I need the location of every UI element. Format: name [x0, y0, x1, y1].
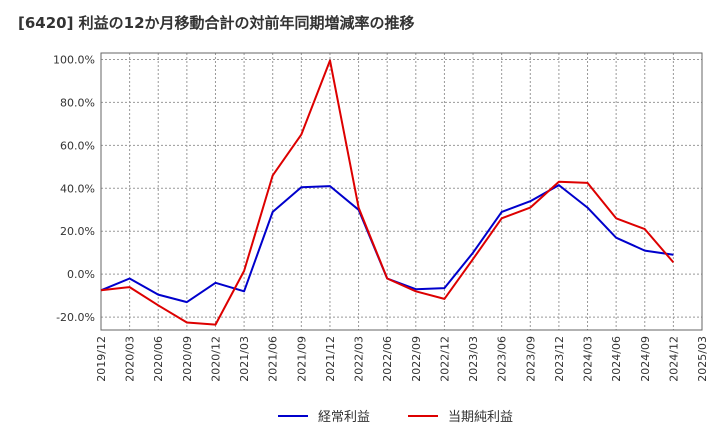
x-tick-label: 2022/12 — [438, 336, 451, 382]
x-tick-label: 2020/12 — [209, 336, 222, 382]
x-tick-label: 2021/09 — [295, 336, 308, 382]
x-tick-label: 2024/12 — [667, 336, 680, 382]
y-tick-label: 80.0% — [60, 96, 95, 109]
x-tick-label: 2020/06 — [152, 336, 165, 382]
x-tick-label: 2020/03 — [124, 336, 137, 382]
legend: 経常利益 当期純利益 — [278, 410, 513, 425]
y-tick-label: 60.0% — [60, 139, 95, 152]
legend-label: 当期純利益 — [448, 410, 513, 425]
series-layer — [100, 59, 675, 326]
x-tick-label: 2022/09 — [410, 336, 423, 382]
grid-layer — [101, 53, 702, 330]
chart-title: [6420] 利益の12か月移動合計の対前年同期増減率の推移 — [18, 14, 415, 32]
x-tick-label: 2021/03 — [238, 336, 251, 382]
y-tick-label: 0.0% — [67, 268, 95, 281]
x-tick-label: 2023/06 — [496, 336, 509, 382]
x-tick-label: 2024/03 — [582, 336, 595, 382]
x-tick-label: 2023/03 — [467, 336, 480, 382]
plot-frame — [100, 52, 703, 331]
x-tick-label: 2024/09 — [639, 336, 652, 382]
x-tick-label: 2025/03 — [696, 336, 709, 382]
series-line-toki-jun-rieki — [100, 59, 675, 326]
legend-label: 経常利益 — [318, 410, 370, 425]
x-tick-label: 2022/06 — [381, 336, 394, 382]
x-tick-label: 2023/09 — [524, 336, 537, 382]
x-tick-label: 2019/12 — [95, 336, 108, 382]
y-tick-label: 40.0% — [60, 182, 95, 195]
y-tick-label: -20.0% — [56, 311, 95, 324]
y-tick-label: 100.0% — [53, 53, 95, 66]
x-tick-label: 2021/12 — [324, 336, 337, 382]
x-axis: 2019/12 2020/03 2020/06 2020/09 2020/12 2021/… — [95, 336, 709, 382]
x-tick-label: 2024/06 — [610, 336, 623, 382]
x-tick-label: 2020/09 — [181, 336, 194, 382]
x-tick-label: 2023/12 — [553, 336, 566, 382]
x-tick-label: 2021/06 — [267, 336, 280, 382]
x-tick-label: 2022/03 — [353, 336, 366, 382]
y-tick-label: 20.0% — [60, 225, 95, 238]
y-axis: -20.0% 0.0% 20.0% 40.0% 60.0% 80.0% 100.0% — [53, 53, 95, 324]
